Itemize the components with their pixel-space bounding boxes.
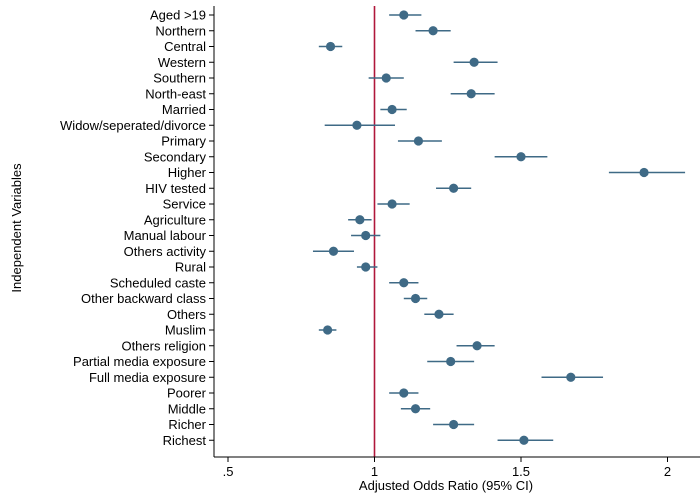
category-label: Agriculture: [144, 212, 206, 227]
category-label: Widow/seperated/divorce: [60, 118, 206, 133]
odds-ratio-point: [355, 215, 365, 225]
category-label: North-east: [145, 86, 206, 101]
odds-ratio-point: [472, 341, 482, 351]
category-label: Higher: [168, 165, 207, 180]
odds-ratio-point: [469, 57, 479, 67]
odds-ratio-point: [387, 199, 397, 209]
category-label: Aged >19: [150, 8, 206, 23]
odds-ratio-point: [399, 388, 409, 398]
odds-ratio-point: [399, 10, 409, 20]
category-label: Middle: [168, 401, 206, 416]
category-label: Richer: [168, 417, 206, 432]
category-label: Rural: [175, 260, 206, 275]
x-tick-label: 2: [664, 464, 671, 479]
category-label: Others religion: [121, 338, 206, 353]
category-label: Secondary: [144, 149, 207, 164]
odds-ratio-point: [361, 230, 371, 241]
category-label: Richest: [163, 433, 207, 448]
category-label: HIV tested: [145, 181, 206, 196]
odds-ratio-point: [387, 104, 397, 115]
odds-ratio-point: [466, 89, 476, 99]
x-axis-title: Adjusted Odds Ratio (95% CI): [359, 478, 533, 493]
category-label: Western: [158, 55, 206, 70]
plot-area: [312, 6, 686, 457]
odds-ratio-point: [328, 246, 339, 256]
category-label: Northern: [155, 23, 206, 38]
category-label: Central: [164, 39, 206, 54]
category-label: Scheduled caste: [110, 275, 206, 290]
odds-ratio-point: [381, 73, 391, 83]
odds-ratio-point: [399, 278, 409, 288]
odds-ratio-point: [449, 183, 459, 193]
odds-ratio-point: [413, 136, 424, 146]
y-axis-title: Independent Variables: [9, 163, 24, 293]
category-labels: Aged >19NorthernCentralWesternSouthernNo…: [60, 8, 214, 448]
odds-ratio-point: [516, 152, 526, 162]
category-label: Partial media exposure: [73, 354, 206, 369]
odds-ratio-point: [410, 293, 421, 304]
category-label: Muslim: [165, 323, 206, 338]
odds-ratio-point: [566, 372, 576, 382]
category-label: Poorer: [167, 386, 207, 401]
x-axis-ticks: .5 1 1.5 2: [223, 457, 671, 479]
category-label: Manual labour: [124, 228, 207, 243]
odds-ratio-point: [639, 167, 649, 178]
odds-ratio-point: [446, 356, 456, 367]
x-tick-label: 1.5: [512, 464, 530, 479]
odds-ratio-point: [428, 26, 438, 36]
odds-ratio-point: [434, 309, 444, 319]
odds-ratio-point: [449, 419, 459, 430]
x-tick-label: .5: [223, 464, 234, 479]
category-label: Other backward class: [81, 291, 206, 306]
odds-ratio-point: [323, 325, 333, 335]
odds-ratio-point: [519, 435, 529, 445]
odds-ratio-point: [410, 404, 421, 414]
odds-ratio-point: [352, 120, 362, 130]
category-label: Others activity: [124, 244, 207, 259]
odds-ratio-point: [325, 41, 336, 52]
odds-ratio-point: [361, 262, 371, 272]
category-label: Others: [167, 307, 207, 322]
category-label: Service: [163, 197, 206, 212]
category-label: Southern: [153, 71, 206, 86]
category-label: Full media exposure: [89, 370, 206, 385]
category-label: Married: [162, 102, 206, 117]
x-tick-label: 1: [371, 464, 378, 479]
category-label: Primary: [161, 134, 206, 149]
